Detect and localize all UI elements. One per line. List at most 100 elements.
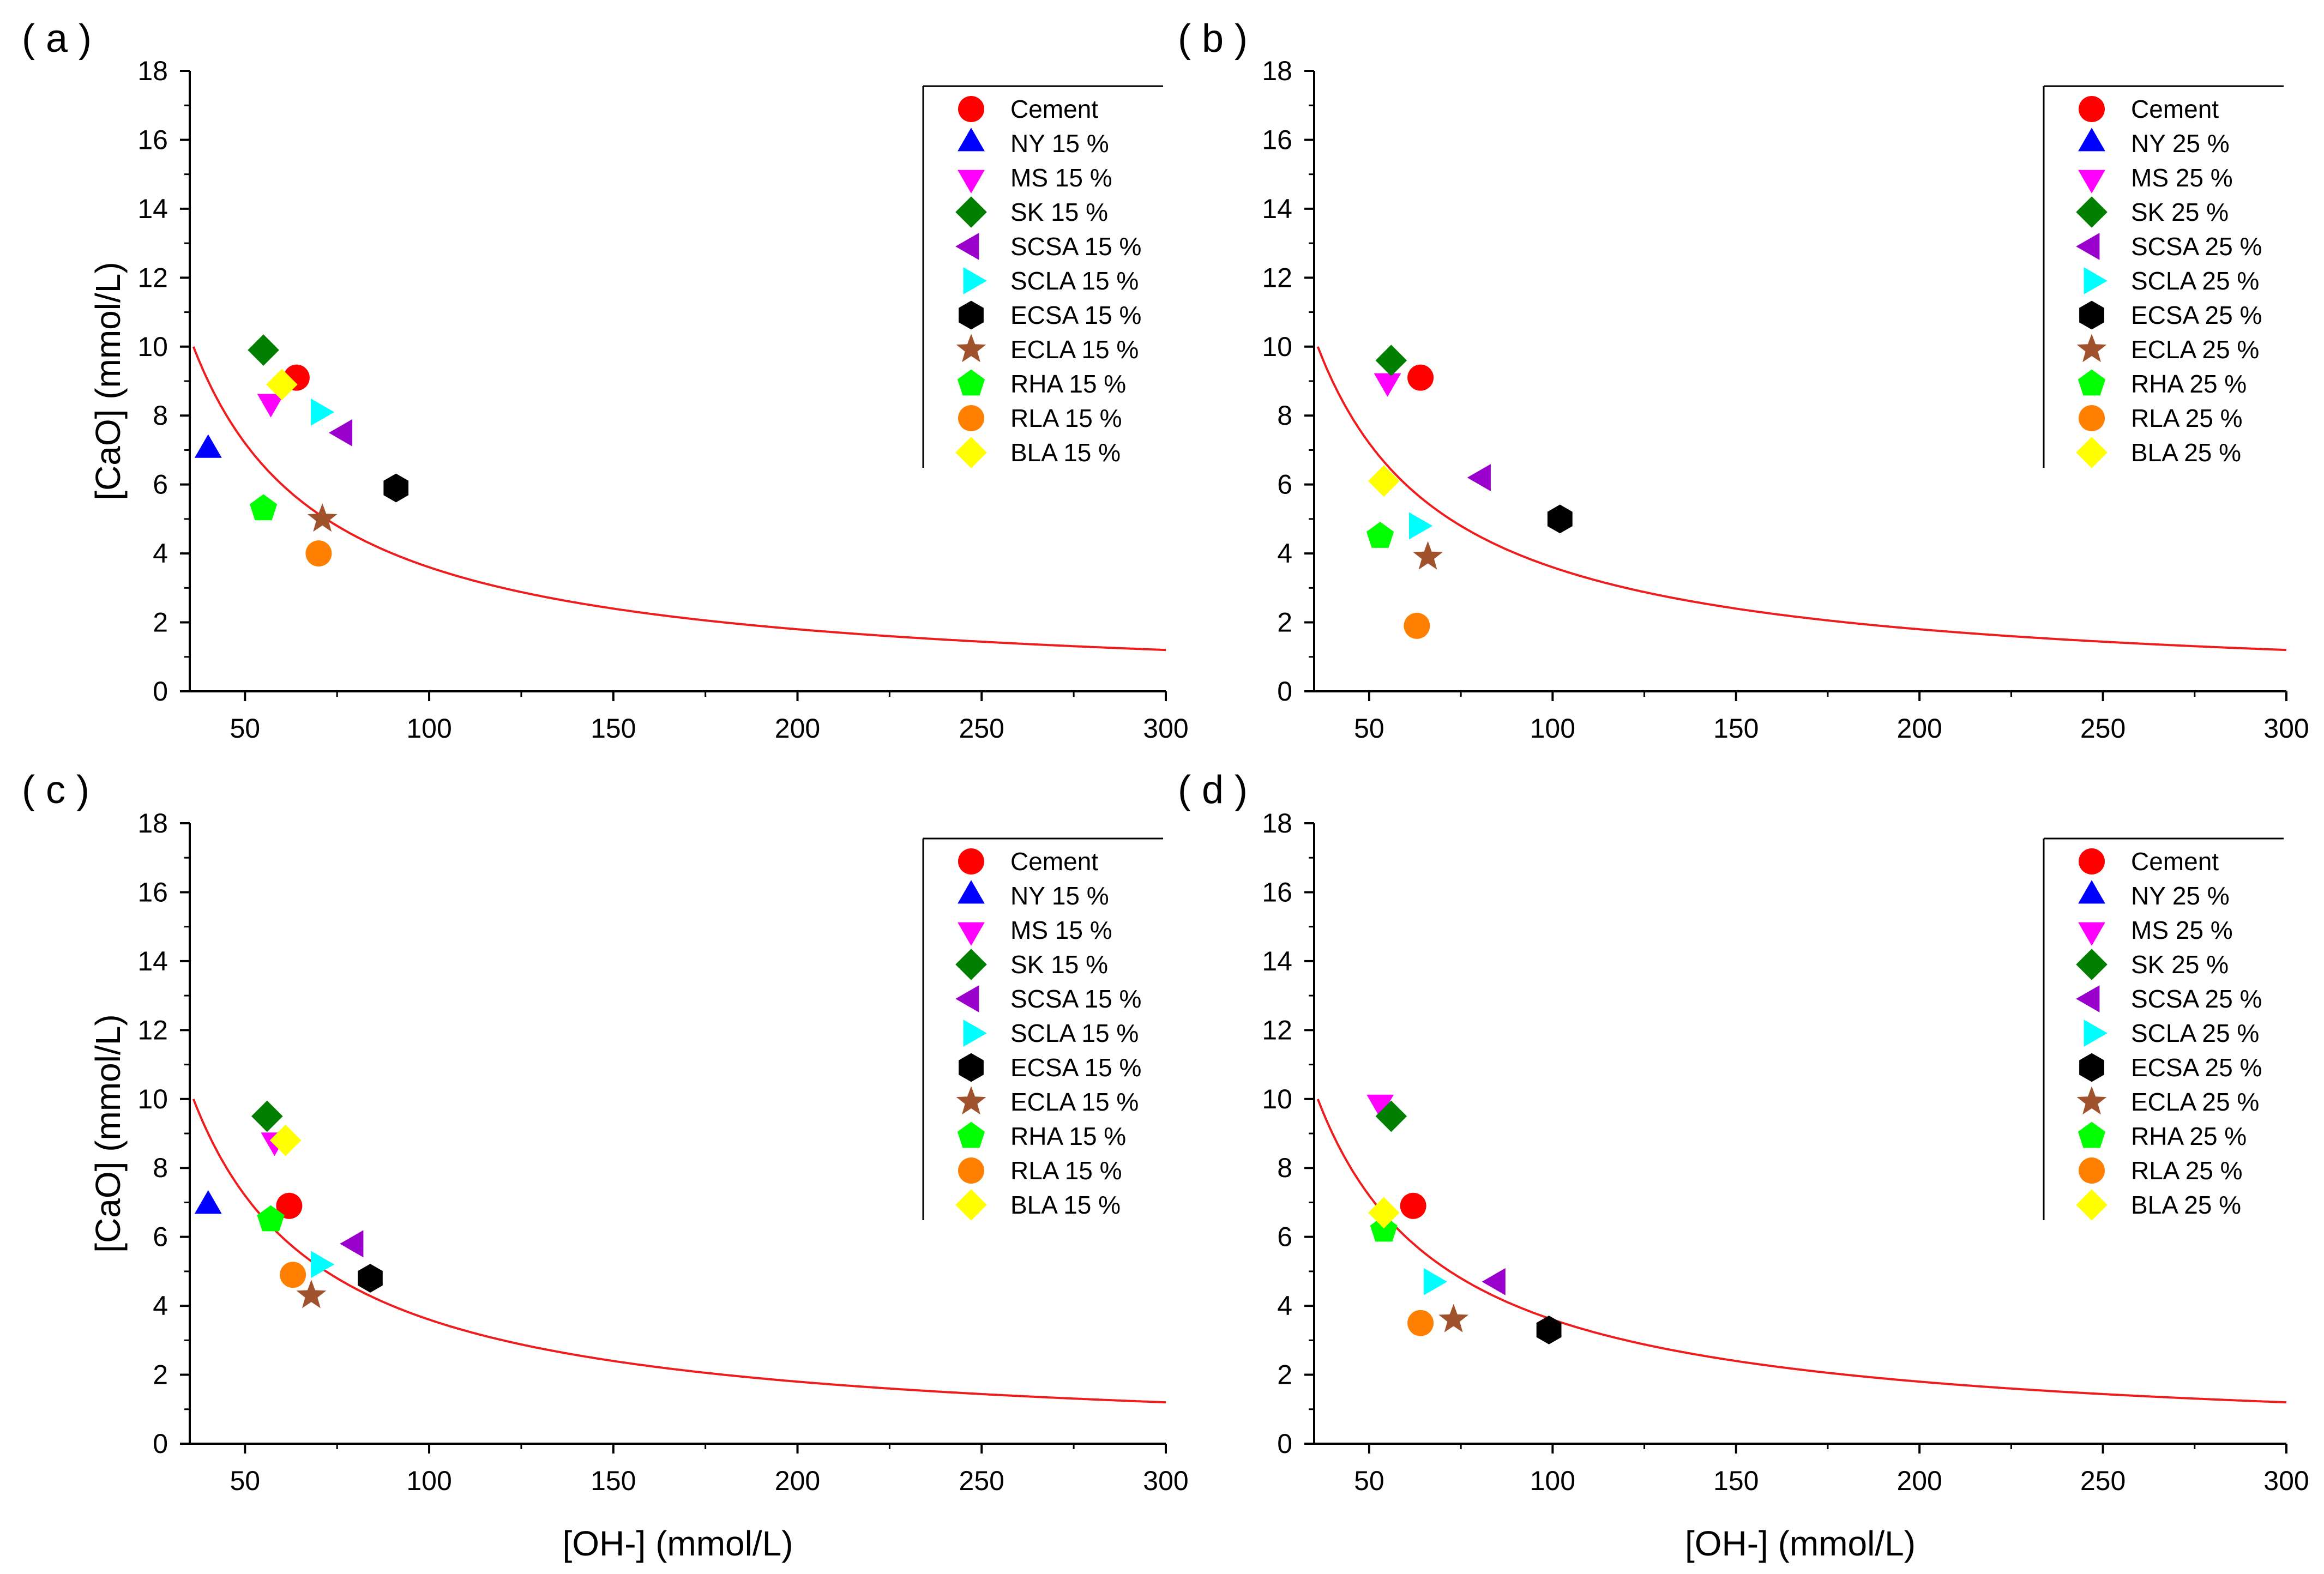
panel-b: ( b ) 0 2 4 6 8 10 12 14 16 18 50 100 150 200 250 300 Cem… xyxy=(1178,17,2309,744)
y-tick-label: 8 xyxy=(1277,1153,1292,1183)
legend-marker-ms xyxy=(2078,922,2105,946)
y-tick-label: 0 xyxy=(1277,676,1292,707)
y-tick-label: 14 xyxy=(137,946,168,976)
data-point-sk xyxy=(248,334,279,366)
legend-label: SCLA 15 % xyxy=(1010,267,1139,295)
y-tick-label: 6 xyxy=(1277,1222,1292,1252)
legend-label: RHA 15 % xyxy=(1010,370,1126,398)
x-tick-label: 150 xyxy=(591,713,636,744)
y-tick-label: 4 xyxy=(153,1290,168,1321)
legend-marker-ny xyxy=(2078,128,2105,152)
data-point-sk xyxy=(251,1100,283,1132)
data-point-rla xyxy=(280,1262,306,1288)
x-tick-label: 100 xyxy=(406,713,451,744)
data-point-bla xyxy=(266,369,298,401)
data-point-scsa xyxy=(1482,1268,1506,1295)
x-axis-title: [OH-] (mmol/L) xyxy=(562,1524,793,1563)
legend-marker-bla xyxy=(2076,1189,2108,1221)
y-tick-label: 16 xyxy=(137,877,168,907)
x-tick-label: 250 xyxy=(2080,1466,2126,1496)
legend-marker-rla xyxy=(2079,405,2105,431)
x-tick-label: 200 xyxy=(775,1466,820,1496)
legend-marker-ecla xyxy=(956,1086,986,1115)
x-tick-label: 200 xyxy=(1896,713,1942,744)
y-tick-label: 10 xyxy=(1262,331,1292,362)
solubility-curve xyxy=(192,1099,1166,1404)
panel-label: ( d ) xyxy=(1178,768,1248,812)
legend-marker-ecla xyxy=(2076,1086,2107,1115)
legend-label: SK 15 % xyxy=(1010,950,1108,979)
y-tick-label: 10 xyxy=(137,331,168,362)
y-tick-label: 12 xyxy=(1262,262,1292,293)
legend-marker-cement xyxy=(958,848,984,875)
x-tick-label: 50 xyxy=(1354,1466,1384,1496)
panel-label: ( c ) xyxy=(22,768,89,812)
y-axis-title: [CaO] (mmol/L) xyxy=(88,262,128,500)
y-tick-label: 18 xyxy=(1262,56,1292,86)
legend-marker-scsa xyxy=(955,985,979,1012)
legend-label: ECLA 25 % xyxy=(2131,335,2259,364)
legend-label: ECLA 15 % xyxy=(1010,1088,1139,1116)
legend-marker-scsa xyxy=(2076,985,2100,1012)
y-tick-label: 10 xyxy=(1262,1084,1292,1114)
legend-marker-ecsa xyxy=(959,300,984,330)
data-point-bla xyxy=(269,1124,302,1156)
legend: Cement NY 25 % MS 25 % SK 25 % SCSA 25 % SCLA… xyxy=(2043,837,2284,1221)
legend-marker-sk xyxy=(955,196,987,228)
data-point-ecla xyxy=(307,503,338,532)
legend-marker-ny xyxy=(2078,880,2105,904)
y-tick-label: 18 xyxy=(1262,808,1292,839)
legend-label: SCSA 15 % xyxy=(1010,232,1141,261)
y-tick-label: 14 xyxy=(1262,194,1292,224)
y-axis-title: [CaO] (mmol/L) xyxy=(88,1014,128,1252)
legend-marker-ecla xyxy=(956,334,986,363)
x-tick-label: 100 xyxy=(1530,1466,1575,1496)
x-tick-label: 300 xyxy=(1143,1466,1188,1496)
legend-label: RLA 15 % xyxy=(1010,1156,1122,1185)
x-tick-label: 200 xyxy=(775,713,820,744)
data-point-ny xyxy=(194,1190,222,1214)
legend-label: BLA 25 % xyxy=(2131,438,2241,467)
legend-label: RHA 25 % xyxy=(2131,1122,2247,1150)
data-point-scsa xyxy=(1467,464,1491,491)
data-point-scla xyxy=(1423,1268,1448,1295)
data-point-bla xyxy=(1368,465,1400,497)
legend-label: BLA 25 % xyxy=(2131,1191,2241,1219)
legend-label: SK 15 % xyxy=(1010,198,1108,226)
legend-label: SCSA 15 % xyxy=(1010,985,1141,1013)
legend-marker-bla xyxy=(955,1189,987,1221)
data-point-bla xyxy=(1368,1197,1400,1229)
legend-label: ECSA 15 % xyxy=(1010,301,1141,329)
legend-label: RLA 25 % xyxy=(2131,1156,2243,1185)
legend-label: SCLA 15 % xyxy=(1010,1019,1139,1047)
x-tick-label: 50 xyxy=(230,1466,261,1496)
legend-marker-rla xyxy=(958,405,984,431)
legend-marker-ny xyxy=(958,880,985,904)
legend-label: NY 25 % xyxy=(2131,129,2230,158)
x-tick-label: 250 xyxy=(2080,713,2126,744)
data-point-ny xyxy=(194,434,222,458)
x-tick-label: 50 xyxy=(1354,713,1384,744)
x-tick-label: 250 xyxy=(959,713,1004,744)
legend-label: Cement xyxy=(1010,847,1098,876)
x-tick-label: 300 xyxy=(1143,713,1188,744)
legend-label: MS 25 % xyxy=(2131,164,2233,192)
x-tick-label: 150 xyxy=(1713,713,1759,744)
panel-c: ( c ) 0 2 4 6 8 10 12 14 16 18 50 100 150 200 250 300 [Ca… xyxy=(22,768,1189,1563)
y-tick-label: 18 xyxy=(137,808,168,839)
data-point-ecsa xyxy=(1536,1316,1562,1344)
data-point-cement xyxy=(1400,1192,1426,1219)
legend-marker-cement xyxy=(2079,96,2105,122)
y-tick-label: 2 xyxy=(153,1360,168,1390)
data-point-rha xyxy=(1370,1215,1398,1242)
legend-label: SCLA 25 % xyxy=(2131,1019,2259,1047)
data-point-scla xyxy=(1409,512,1433,540)
data-point-rha xyxy=(250,494,278,521)
legend-marker-rha xyxy=(957,369,985,396)
data-point-rha xyxy=(257,1205,285,1232)
y-tick-label: 0 xyxy=(153,1428,168,1459)
y-tick-label: 8 xyxy=(153,400,168,431)
panel-label: ( b ) xyxy=(1178,17,1248,61)
data-point-rla xyxy=(305,540,332,567)
